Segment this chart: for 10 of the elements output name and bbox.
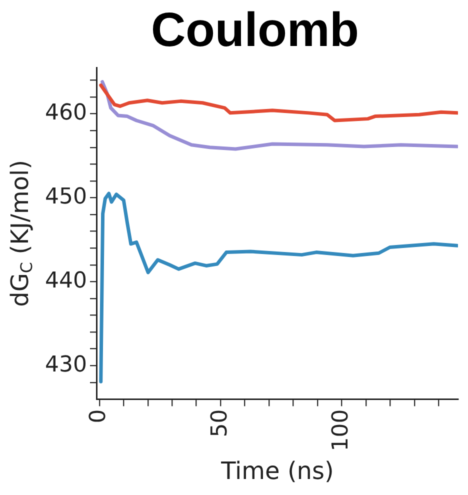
y-tick-label: 440 [44,268,87,294]
y-tick-label: 450 [44,184,87,210]
x-axis-title: Time (ns) [220,456,334,485]
y-axis-title: dGC (KJ/mol) [6,160,36,307]
y-tick-label: 460 [44,100,87,126]
x-tick-label: 0 [86,409,112,424]
x-tick-label: 50 [207,409,232,438]
x-tick-label: 100 [328,409,354,452]
chart-title: Coulomb [151,4,359,58]
y-tick-label: 430 [44,352,87,378]
